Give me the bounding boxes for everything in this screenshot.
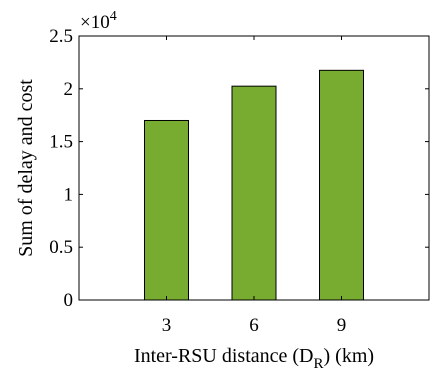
bar-6 [231,85,277,301]
y-tick-label-1.5: 1.5 [49,132,73,153]
y-axis-ticks: 0 0.5 1 1.5 2 2.5 [49,26,429,311]
x-axis-label-subscript: R [314,356,324,372]
y-tick-label-1: 1 [64,184,74,205]
x-axis-ticks: 3 6 9 [162,36,347,336]
y-tick-label-2.5: 2.5 [49,26,73,47]
x-tick-label-9: 9 [337,315,347,336]
bar-9 [319,69,364,301]
y-tick-label-0.5: 0.5 [49,237,73,258]
x-tick-label-6: 6 [249,315,259,336]
x-axis-label: Inter-RSU distance (DR) (km) [134,345,374,372]
bar-3 [144,119,189,301]
y-axis-multiplier-exponent: 4 [110,9,117,24]
y-tick-label-2: 2 [64,79,74,100]
y-axis-multiplier: ×104 [80,9,117,33]
y-axis-label: Sum of delay and cost [15,79,37,257]
y-tick-label-0: 0 [64,290,74,311]
bars-group [144,69,364,301]
x-tick-label-3: 3 [162,315,172,336]
